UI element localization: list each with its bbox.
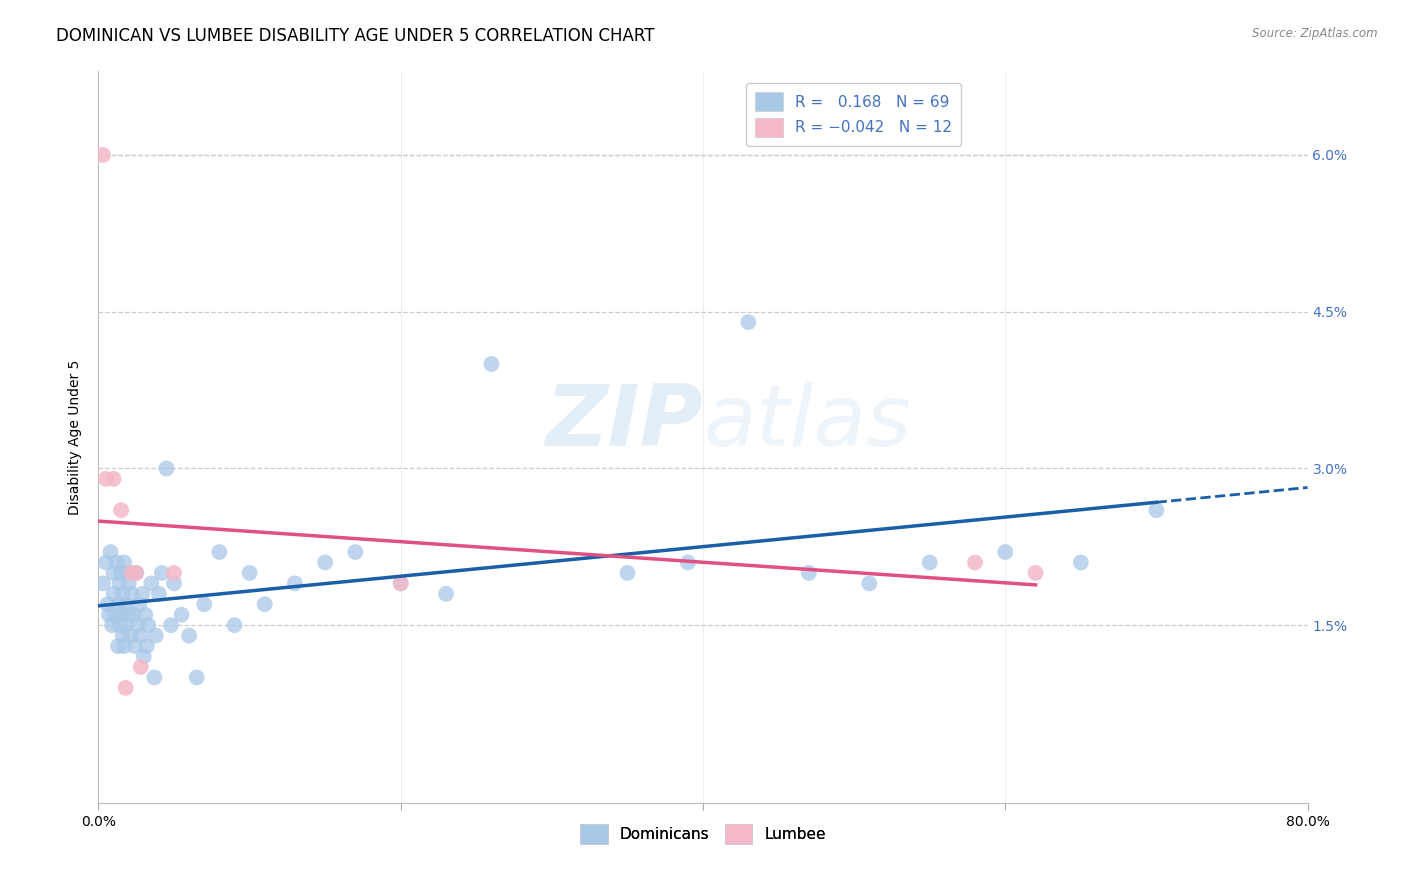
Point: [91, 148, 114, 162]
Point: [94, 556, 117, 570]
Point: [163, 576, 186, 591]
Point: [122, 607, 145, 622]
Point: [918, 556, 941, 570]
Point: [131, 587, 153, 601]
Point: [105, 556, 128, 570]
Point: [132, 649, 155, 664]
Point: [1070, 556, 1092, 570]
Point: [125, 566, 148, 580]
Point: [110, 566, 132, 580]
Point: [143, 670, 166, 684]
Point: [179, 629, 201, 643]
Point: [858, 576, 880, 591]
Point: [224, 618, 246, 632]
Point: [111, 629, 134, 643]
Point: [96, 597, 118, 611]
Point: [163, 566, 186, 580]
Point: [98, 607, 121, 622]
Point: [103, 566, 125, 580]
Point: [239, 566, 262, 580]
Point: [127, 618, 149, 632]
Point: [314, 556, 336, 570]
Point: [170, 607, 193, 622]
Point: [112, 639, 135, 653]
Text: ZIP: ZIP: [546, 381, 703, 464]
Point: [737, 315, 759, 329]
Point: [125, 566, 148, 580]
Point: [481, 357, 503, 371]
Point: [103, 472, 125, 486]
Point: [155, 461, 177, 475]
Point: [91, 576, 114, 591]
Point: [104, 607, 127, 622]
Point: [434, 587, 457, 601]
Point: [128, 597, 150, 611]
Point: [129, 660, 152, 674]
Point: [114, 681, 136, 695]
Point: [253, 597, 276, 611]
Point: [148, 587, 170, 601]
Point: [111, 587, 134, 601]
Point: [115, 566, 138, 580]
Text: Source: ZipAtlas.com: Source: ZipAtlas.com: [1253, 27, 1378, 40]
Point: [994, 545, 1017, 559]
Point: [101, 618, 124, 632]
Point: [141, 576, 163, 591]
Point: [108, 576, 131, 591]
Point: [112, 556, 135, 570]
Point: [676, 556, 699, 570]
Point: [110, 607, 132, 622]
Point: [389, 576, 412, 591]
Point: [965, 556, 987, 570]
Point: [136, 618, 159, 632]
Point: [1024, 566, 1046, 580]
Point: [100, 545, 122, 559]
Point: [135, 639, 157, 653]
Point: [186, 670, 208, 684]
Point: [94, 472, 117, 486]
Point: [1144, 503, 1167, 517]
Legend: Dominicans, Lumbee: Dominicans, Lumbee: [574, 818, 832, 850]
Point: [344, 545, 367, 559]
Text: atlas: atlas: [703, 381, 911, 464]
Point: [118, 576, 141, 591]
Point: [120, 629, 142, 643]
Point: [150, 566, 173, 580]
Point: [124, 639, 146, 653]
Point: [129, 629, 152, 643]
Point: [114, 618, 136, 632]
Y-axis label: Disability Age Under 5: Disability Age Under 5: [69, 359, 83, 515]
Point: [160, 618, 183, 632]
Point: [121, 566, 143, 580]
Point: [110, 503, 132, 517]
Point: [103, 587, 125, 601]
Text: DOMINICAN VS LUMBEE DISABILITY AGE UNDER 5 CORRELATION CHART: DOMINICAN VS LUMBEE DISABILITY AGE UNDER…: [56, 27, 655, 45]
Point: [108, 618, 131, 632]
Point: [389, 576, 412, 591]
Point: [616, 566, 638, 580]
Point: [134, 607, 156, 622]
Point: [107, 639, 129, 653]
Point: [118, 607, 141, 622]
Point: [193, 597, 215, 611]
Point: [208, 545, 231, 559]
Point: [107, 597, 129, 611]
Point: [121, 587, 143, 601]
Point: [145, 629, 167, 643]
Point: [114, 597, 136, 611]
Point: [797, 566, 820, 580]
Point: [284, 576, 307, 591]
